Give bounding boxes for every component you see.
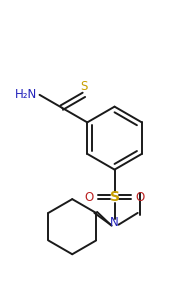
Text: S: S bbox=[110, 190, 120, 204]
Text: O: O bbox=[136, 191, 145, 204]
Text: S: S bbox=[80, 80, 88, 93]
Text: O: O bbox=[84, 191, 94, 204]
Text: H₂N: H₂N bbox=[15, 88, 38, 101]
Text: N: N bbox=[110, 216, 119, 229]
